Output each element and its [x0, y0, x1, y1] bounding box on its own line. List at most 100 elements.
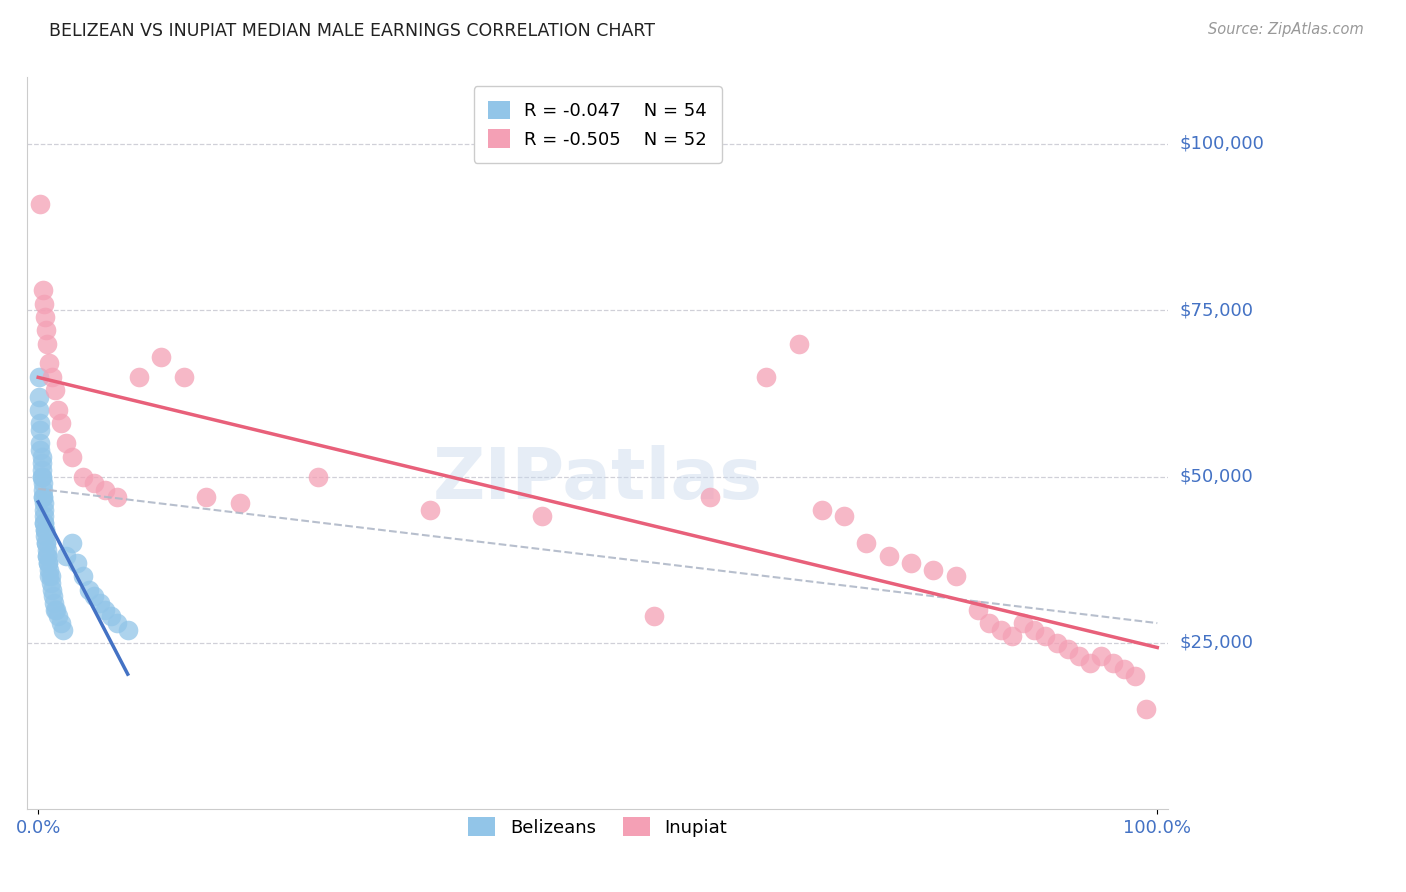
Point — [60, 536, 83, 550]
Text: ZIPatlas: ZIPatlas — [433, 445, 763, 515]
Point — [32, 509, 55, 524]
Point — [34, 310, 56, 324]
Point — [32, 516, 55, 530]
Point — [1135, 702, 1157, 716]
Point — [94, 602, 117, 616]
Point — [83, 589, 105, 603]
Point — [31, 490, 53, 504]
Point — [643, 609, 665, 624]
Point — [307, 469, 329, 483]
Point — [31, 476, 53, 491]
Point — [52, 623, 75, 637]
Point — [38, 356, 60, 370]
Point — [37, 549, 59, 564]
Point — [28, 390, 51, 404]
Point — [1067, 649, 1090, 664]
Point — [31, 490, 53, 504]
Point — [32, 496, 55, 510]
Point — [39, 576, 62, 591]
Point — [31, 283, 53, 297]
Point — [173, 369, 195, 384]
Point — [28, 403, 51, 417]
Point — [38, 569, 60, 583]
Point — [105, 490, 128, 504]
Point — [49, 417, 72, 431]
Point — [228, 496, 250, 510]
Point — [1045, 636, 1067, 650]
Point — [1056, 642, 1078, 657]
Point — [832, 509, 855, 524]
Point — [30, 436, 52, 450]
Point — [922, 563, 945, 577]
Point — [94, 483, 117, 497]
Point — [44, 602, 66, 616]
Point — [855, 536, 877, 550]
Legend: Belizeans, Inupiat: Belizeans, Inupiat — [461, 810, 734, 844]
Point — [49, 615, 72, 630]
Point — [105, 615, 128, 630]
Point — [755, 369, 778, 384]
Point — [31, 469, 53, 483]
Point — [100, 609, 122, 624]
Point — [34, 523, 56, 537]
Point — [810, 503, 832, 517]
Point — [195, 490, 218, 504]
Point — [46, 609, 69, 624]
Point — [41, 369, 63, 384]
Point — [37, 549, 59, 564]
Point — [46, 403, 69, 417]
Point — [34, 529, 56, 543]
Point — [37, 336, 59, 351]
Point — [77, 582, 100, 597]
Text: $100,000: $100,000 — [1180, 135, 1264, 153]
Point — [945, 569, 967, 583]
Point — [37, 556, 59, 570]
Point — [89, 596, 111, 610]
Point — [39, 569, 62, 583]
Point — [66, 556, 89, 570]
Text: $75,000: $75,000 — [1180, 301, 1254, 319]
Point — [44, 383, 66, 397]
Point — [31, 450, 53, 464]
Point — [30, 417, 52, 431]
Point — [31, 463, 53, 477]
Point — [37, 556, 59, 570]
Point — [1112, 663, 1135, 677]
Point — [1035, 629, 1057, 643]
Point — [32, 503, 55, 517]
Point — [38, 563, 60, 577]
Point — [28, 369, 51, 384]
Point — [1090, 649, 1112, 664]
Point — [72, 469, 94, 483]
Point — [31, 456, 53, 470]
Point — [32, 296, 55, 310]
Point — [32, 516, 55, 530]
Point — [35, 536, 58, 550]
Text: $25,000: $25,000 — [1180, 634, 1254, 652]
Point — [30, 442, 52, 457]
Point — [35, 323, 58, 337]
Point — [35, 536, 58, 550]
Point — [967, 602, 990, 616]
Point — [128, 369, 150, 384]
Point — [55, 549, 77, 564]
Text: $50,000: $50,000 — [1180, 467, 1253, 485]
Point — [31, 469, 53, 483]
Point — [990, 623, 1012, 637]
Point — [30, 197, 52, 211]
Point — [30, 423, 52, 437]
Point — [42, 596, 65, 610]
Point — [1024, 623, 1046, 637]
Text: BELIZEAN VS INUPIAT MEDIAN MALE EARNINGS CORRELATION CHART: BELIZEAN VS INUPIAT MEDIAN MALE EARNINGS… — [49, 22, 655, 40]
Point — [787, 336, 810, 351]
Text: Source: ZipAtlas.com: Source: ZipAtlas.com — [1208, 22, 1364, 37]
Point — [877, 549, 900, 564]
Point — [530, 509, 553, 524]
Point — [55, 436, 77, 450]
Point — [42, 589, 65, 603]
Point — [1101, 656, 1123, 670]
Point — [1001, 629, 1024, 643]
Point — [45, 602, 67, 616]
Point — [31, 483, 53, 497]
Point — [72, 569, 94, 583]
